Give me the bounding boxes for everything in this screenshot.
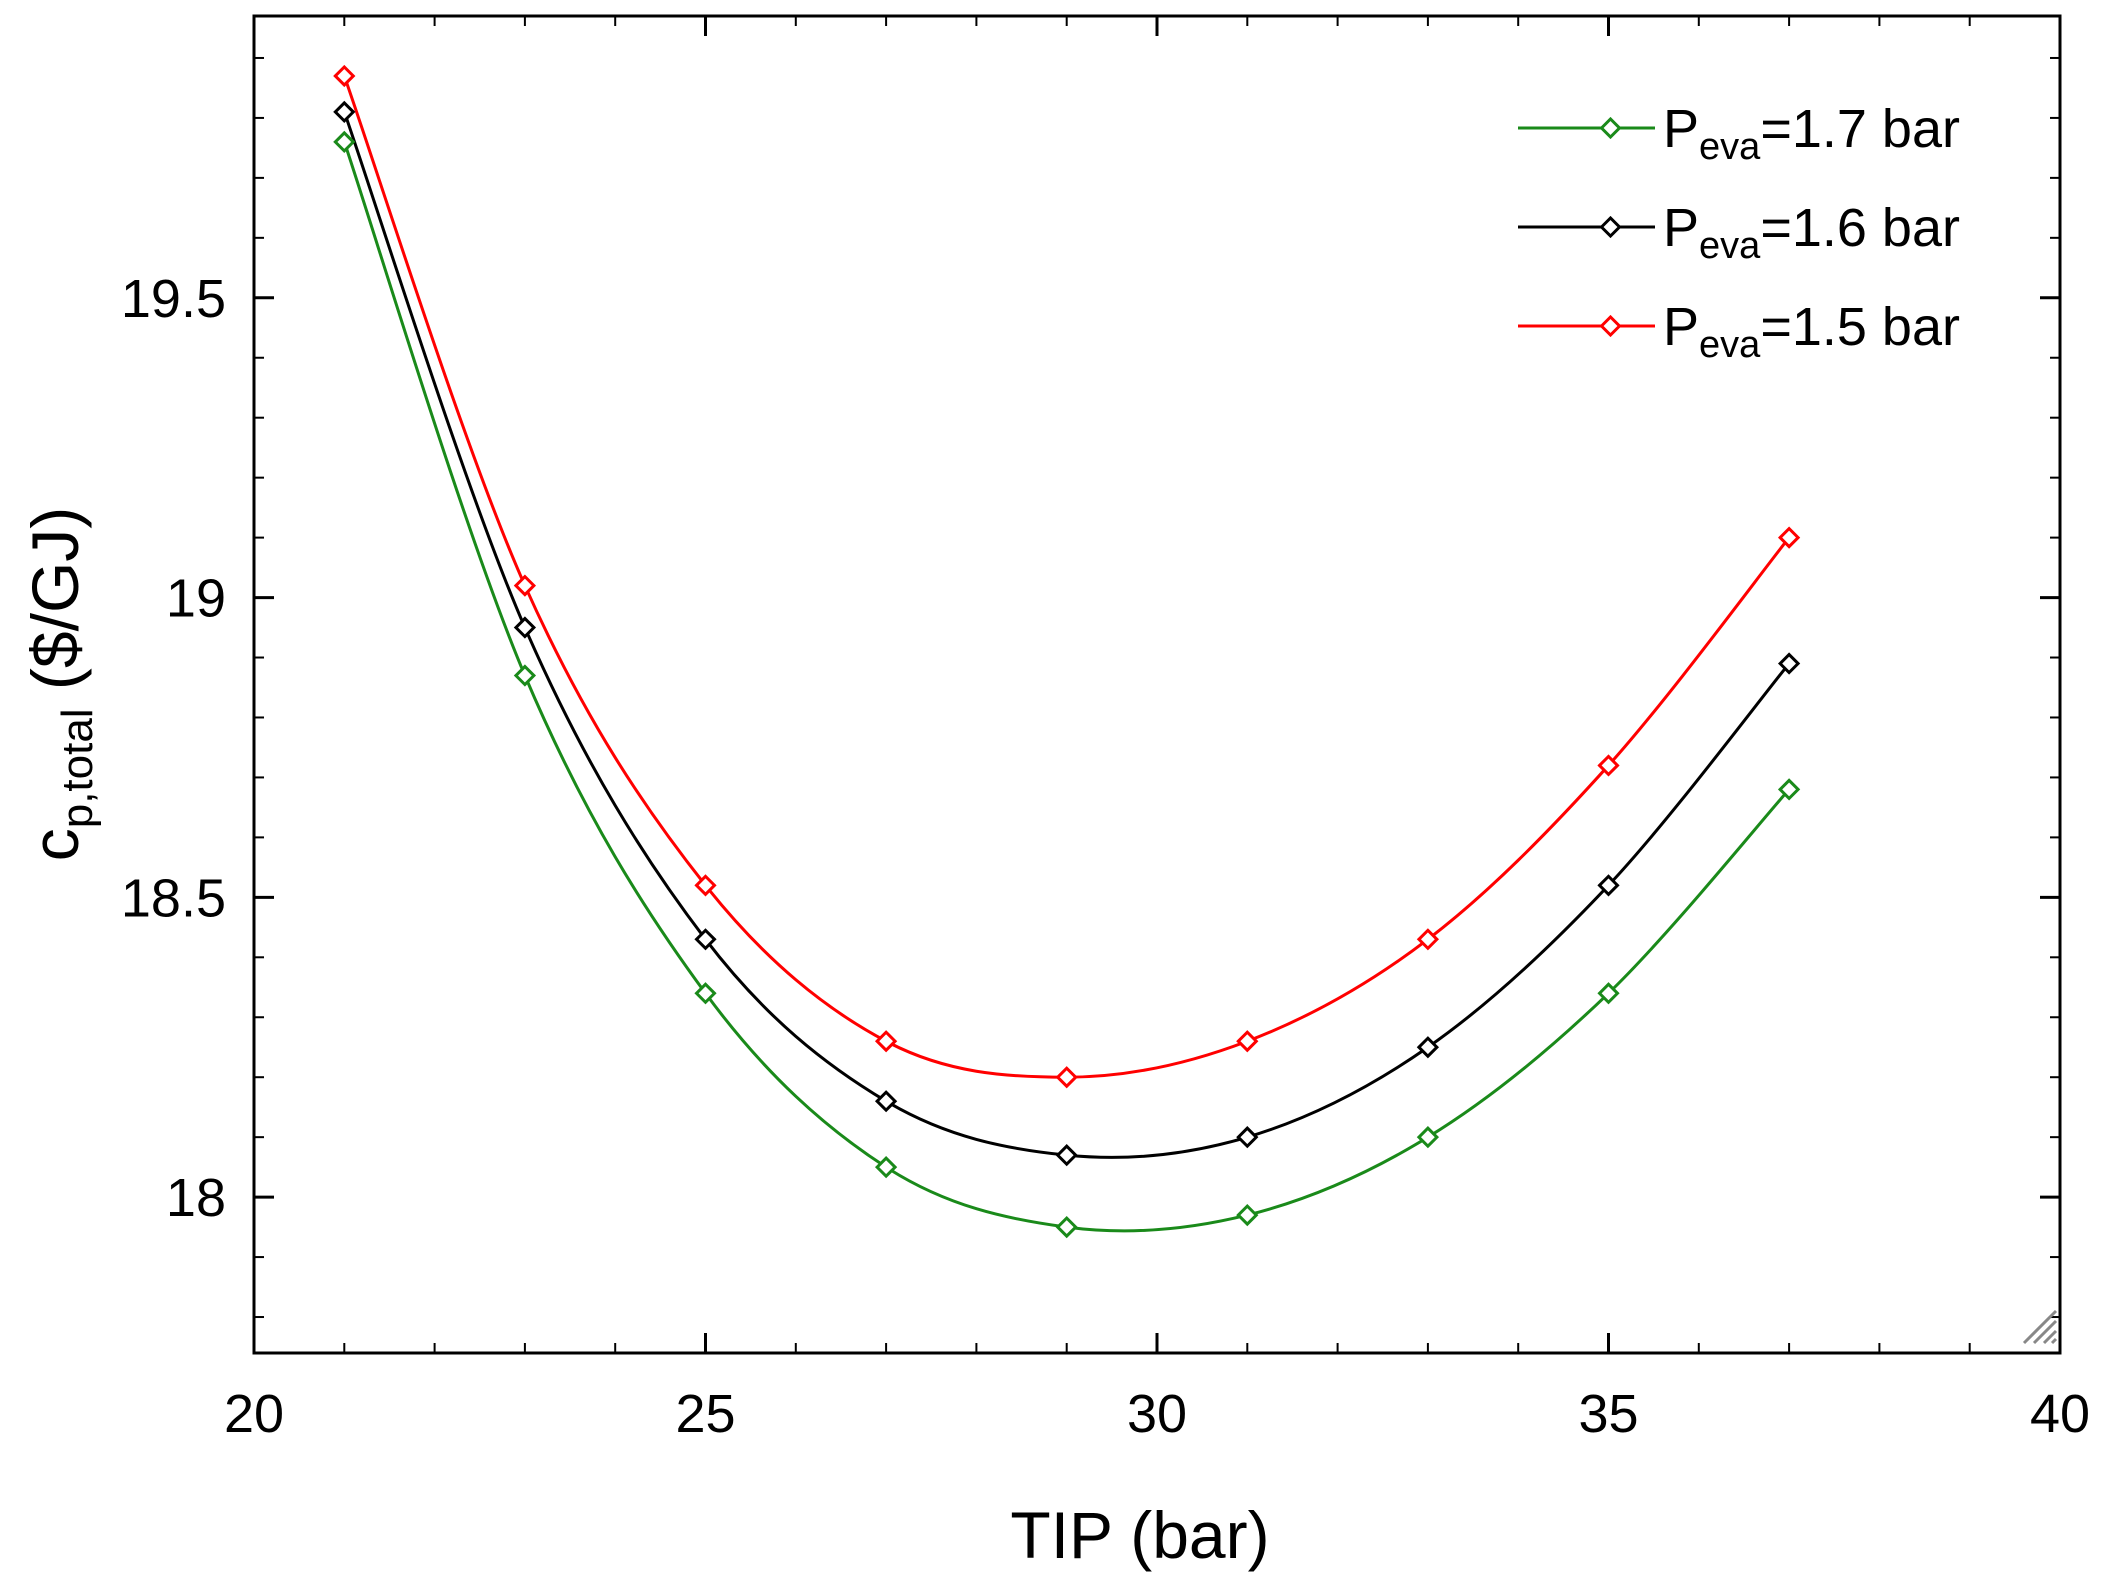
y-tick-label: 18 — [166, 1168, 226, 1228]
y-axis-label-subscript: p,total — [53, 708, 102, 828]
legend-marker — [1599, 314, 1622, 338]
legend-label-prefix: P — [1663, 297, 1699, 357]
y-tick-label: 19 — [166, 569, 226, 629]
legend-label-suffix: =1.7 bar — [1760, 99, 1960, 159]
data-point — [874, 1156, 898, 1179]
resize-grip-icon[interactable] — [2022, 1309, 2058, 1345]
data-point — [1597, 874, 1620, 897]
legend-label-subscript: eva — [1699, 126, 1761, 168]
y-axis-label-main: c — [18, 828, 92, 861]
x-tick-label: 40 — [2030, 1384, 2090, 1444]
legend-entry: Peva=1.6 bar — [1518, 198, 1960, 267]
legend-label: Peva=1.5 bar — [1663, 297, 1960, 366]
y-axis-label: cp,total ($/GJ) — [18, 507, 102, 862]
data-point — [1777, 652, 1801, 675]
legend-label: Peva=1.7 bar — [1663, 99, 1960, 168]
data-point — [1416, 1036, 1440, 1059]
data-point — [874, 1030, 898, 1053]
y-tick-labels: 18 18.5 19 19.5 — [121, 269, 226, 1228]
legend-entry: Peva=1.7 bar — [1518, 99, 1960, 168]
data-point — [1236, 1126, 1259, 1149]
x-tick-label: 35 — [1578, 1384, 1638, 1444]
legend-entry: Peva=1.5 bar — [1518, 297, 1960, 366]
data-point — [333, 64, 356, 88]
data-point — [694, 928, 717, 951]
plot-frame — [252, 14, 2062, 1355]
data-point — [333, 130, 356, 154]
data-point — [1055, 1144, 1078, 1167]
data-point — [1236, 1203, 1259, 1227]
legend-label-prefix: P — [1663, 198, 1699, 258]
data-point — [1055, 1066, 1078, 1089]
data-point — [1597, 754, 1620, 777]
data-point — [513, 616, 537, 639]
x-axis-label: TIP (bar) — [1010, 1498, 1269, 1572]
y-tick-label: 19.5 — [121, 269, 226, 329]
data-point — [694, 982, 717, 1005]
legend-label: Peva=1.6 bar — [1663, 198, 1960, 267]
data-point — [1416, 1126, 1440, 1149]
data-point — [1777, 526, 1801, 549]
data-point — [1236, 1030, 1259, 1053]
x-tick-label: 30 — [1127, 1384, 1187, 1444]
legend-marker — [1599, 116, 1622, 140]
data-point — [1777, 778, 1801, 801]
data-point — [1597, 982, 1620, 1005]
data-point — [874, 1090, 898, 1113]
x-tick-label: 20 — [224, 1384, 284, 1444]
data-point — [333, 100, 356, 124]
data-point — [513, 574, 537, 597]
y-tick-label: 18.5 — [121, 868, 226, 928]
data-point — [1416, 928, 1440, 951]
data-point — [694, 874, 717, 897]
legend-label-suffix: =1.6 bar — [1760, 198, 1960, 258]
legend-label-subscript: eva — [1699, 324, 1761, 366]
legend-marker — [1599, 215, 1622, 239]
y-axis-label-unit: ($/GJ) — [18, 507, 92, 709]
series-markers — [333, 64, 1801, 1239]
legend-label-prefix: P — [1663, 99, 1699, 159]
x-tick-label: 25 — [675, 1384, 735, 1444]
legend-label-subscript: eva — [1699, 225, 1761, 267]
data-point — [1055, 1215, 1078, 1239]
legend-label-suffix: =1.5 bar — [1760, 297, 1960, 357]
data-point — [513, 664, 537, 687]
x-tick-labels: 20 25 30 35 40 — [224, 1384, 2090, 1444]
